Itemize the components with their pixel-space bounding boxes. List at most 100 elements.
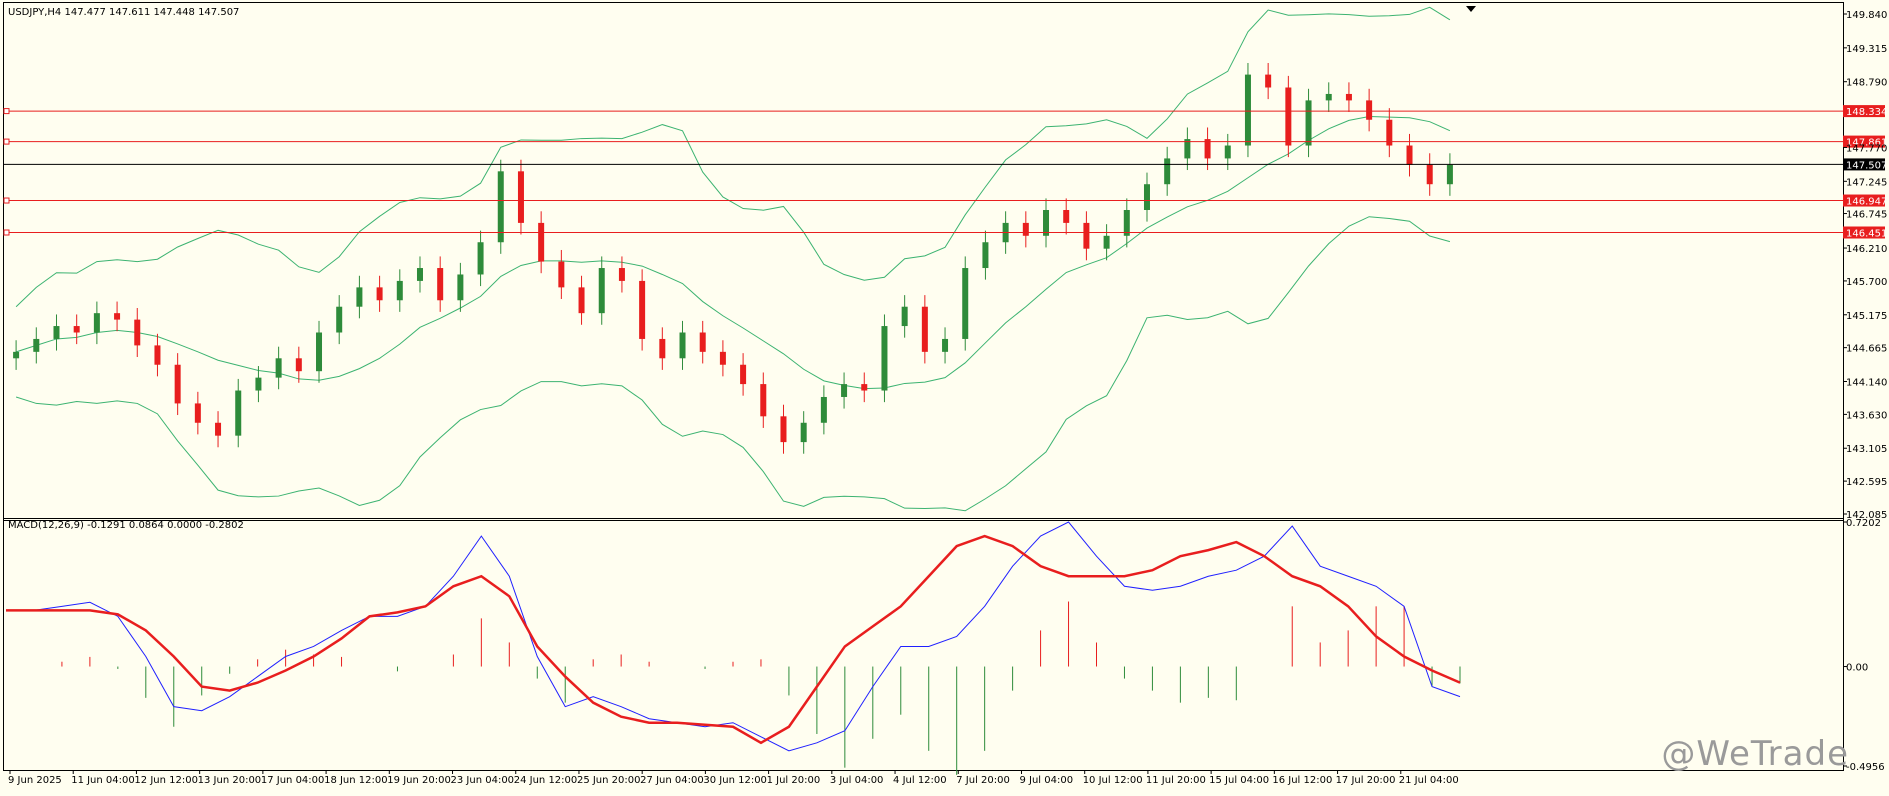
candle-body — [336, 306, 343, 333]
candle-body — [1446, 164, 1453, 185]
candle-body — [881, 326, 888, 391]
candle-body — [1406, 145, 1413, 165]
candle-body — [457, 274, 464, 301]
macd-axis: 0.7202 0.00 -0.4956 — [1843, 518, 1885, 773]
price-tick-label: 146.745 — [1846, 210, 1887, 221]
candle-body — [679, 332, 686, 359]
candle-body — [1143, 184, 1150, 211]
time-tick-label: 7 Jul 20:00 — [956, 775, 1010, 786]
candle-body — [598, 268, 605, 314]
price-tick-label: 147.770 — [1846, 143, 1887, 154]
time-tick-label: 17 Jul 20:00 — [1336, 775, 1396, 786]
macd-info: MACD(12,26,9) -0.1291 0.0864 0.0000 -0.2… — [8, 520, 244, 531]
candle-body — [235, 390, 242, 436]
candle-body — [93, 313, 100, 333]
time-axis: 9 Jun 2025 11 Jun 04:00 12 Jun 12:00 13 Jun… — [8, 770, 1459, 786]
candle-body — [1265, 74, 1272, 88]
candle-body — [1345, 93, 1352, 101]
candle-body — [396, 280, 403, 301]
time-tick-label: 11 Jul 20:00 — [1146, 775, 1206, 786]
candle-body — [1244, 74, 1251, 146]
candle-body — [1285, 87, 1292, 146]
time-tick-label: 3 Jul 04:00 — [830, 775, 884, 786]
current-price-tag — [1843, 158, 1885, 171]
horizontal-levels[interactable]: 148.334 147.861 146.947 146.451 147.507 — [3, 105, 1887, 240]
candle-body — [316, 332, 323, 372]
time-tick-label: 30 Jun 12:00 — [703, 775, 767, 786]
price-tick-label: 146.210 — [1846, 244, 1887, 255]
candle-body — [1224, 145, 1231, 159]
candle-body — [921, 306, 928, 352]
price-tick-label: 144.665 — [1846, 344, 1887, 355]
time-tick-label: 11 Jun 04:00 — [71, 775, 135, 786]
candle-body — [1386, 119, 1393, 146]
watermark: @WeTrade — [1661, 734, 1849, 774]
macd-lines — [6, 521, 1461, 752]
candle-body — [1184, 139, 1191, 159]
time-tick-label: 24 Jun 12:00 — [514, 775, 578, 786]
time-tick-label: 19 Jun 20:00 — [387, 775, 451, 786]
price-tick-label: 143.630 — [1846, 410, 1887, 421]
candle-body — [295, 358, 302, 372]
time-tick-label: 23 Jun 04:00 — [451, 775, 515, 786]
candle-body — [1043, 210, 1050, 236]
price-tick-label: 142.595 — [1846, 477, 1887, 488]
time-tick-label: 12 Jun 12:00 — [134, 775, 198, 786]
level-handle — [3, 229, 10, 236]
candle-body — [699, 332, 706, 352]
level-handle — [3, 138, 10, 145]
price-axis: 149.840 149.315 148.790 147.770 147.245 146.7… — [1843, 10, 1887, 521]
candle-body — [1426, 164, 1433, 185]
candle-body — [53, 326, 60, 339]
price-tick-label: 145.175 — [1846, 311, 1887, 322]
time-tick-label: 17 Jun 04:00 — [261, 775, 325, 786]
macd-line — [6, 521, 1461, 752]
candle-body — [215, 422, 222, 436]
time-tick-label: 16 Jul 12:00 — [1272, 775, 1332, 786]
candle-body — [255, 377, 262, 391]
candle-body — [740, 364, 747, 385]
candle-body — [275, 358, 282, 378]
band-lower — [15, 216, 1451, 512]
level-price-label: 146.451 — [1846, 229, 1887, 240]
candle-body — [962, 268, 969, 339]
candle-body — [639, 280, 646, 339]
price-tick-label: 145.700 — [1846, 277, 1887, 288]
candle-body — [1305, 100, 1312, 146]
level-handle — [3, 108, 10, 115]
level-price-tag — [1843, 194, 1885, 207]
candle-body — [1083, 222, 1090, 249]
candle-body — [1325, 93, 1332, 101]
time-tick-label: 27 Jun 04:00 — [640, 775, 704, 786]
band-upper — [15, 6, 1451, 308]
macd-panel-frame — [3, 518, 1844, 771]
candle-body — [33, 338, 40, 352]
candle-body — [416, 268, 423, 281]
candle-body — [13, 351, 20, 359]
candle-body — [618, 268, 625, 281]
candle-body — [800, 422, 807, 443]
level-price-label: 146.947 — [1846, 197, 1887, 208]
band-middle — [15, 116, 1451, 390]
candle-body — [1164, 158, 1171, 185]
candle-body — [1022, 222, 1029, 236]
time-tick-label: 10 Jul 12:00 — [1083, 775, 1143, 786]
time-tick-label: 18 Jun 12:00 — [324, 775, 388, 786]
time-tick-label: 21 Jul 04:00 — [1399, 775, 1459, 786]
candle-body — [982, 242, 989, 269]
candle-body — [820, 396, 827, 423]
candle-body — [194, 403, 201, 423]
chart-shift-icon[interactable] — [1466, 6, 1476, 12]
candle-body — [1204, 139, 1211, 159]
level-price-tag — [1843, 135, 1885, 148]
level-price-tag — [1843, 105, 1885, 118]
level-price-label: 148.334 — [1846, 107, 1887, 118]
price-tick-label: 148.790 — [1846, 78, 1887, 89]
candles — [13, 63, 1453, 454]
candle-body — [134, 319, 141, 346]
level-handle — [3, 197, 10, 204]
candle-body — [861, 384, 868, 391]
candle-body — [1366, 100, 1373, 120]
candle-body — [1123, 210, 1130, 236]
